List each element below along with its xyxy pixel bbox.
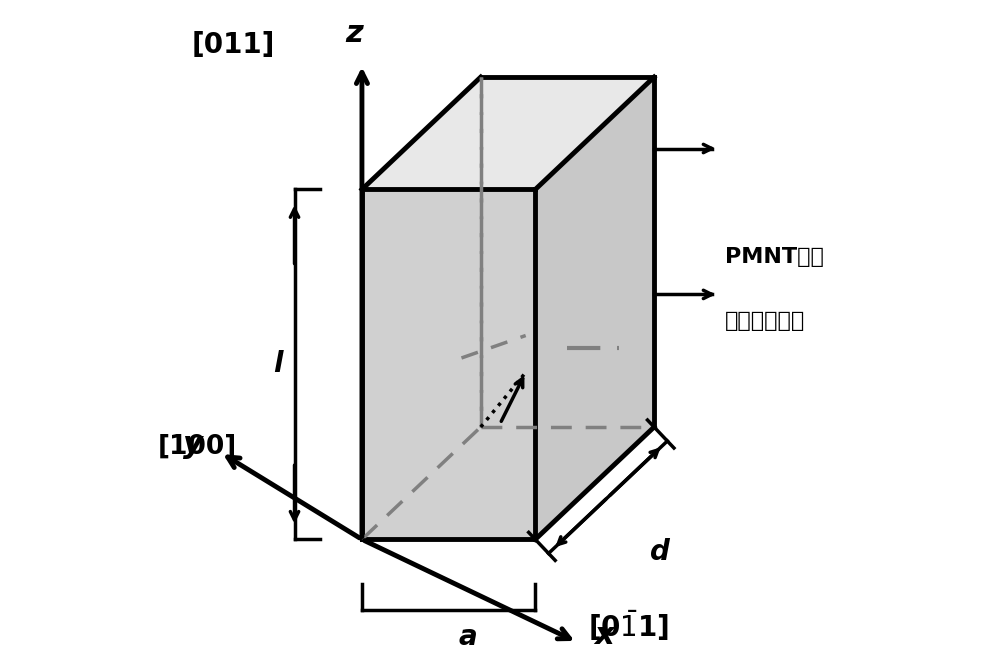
Text: $\bfit{z}$: $\bfit{z}$ bbox=[345, 19, 366, 48]
Text: [0$\bar{1}$1]: [0$\bar{1}$1] bbox=[588, 608, 669, 643]
Text: $\bfit{l}$: $\bfit{l}$ bbox=[273, 350, 284, 379]
Text: $\bfit{a}$: $\bfit{a}$ bbox=[458, 623, 477, 651]
Polygon shape bbox=[362, 77, 654, 189]
Text: 高分子聚合物: 高分子聚合物 bbox=[725, 311, 805, 331]
Text: $\bfit{d}$: $\bfit{d}$ bbox=[649, 538, 671, 566]
Text: $\bfit{y}$: $\bfit{y}$ bbox=[182, 432, 205, 460]
Text: $\bfit{x}$: $\bfit{x}$ bbox=[593, 621, 617, 650]
Polygon shape bbox=[362, 189, 535, 539]
Polygon shape bbox=[535, 77, 654, 539]
Text: [100]: [100] bbox=[157, 433, 237, 459]
Text: PMNT单晶: PMNT单晶 bbox=[725, 247, 824, 267]
Text: [011]: [011] bbox=[192, 31, 275, 59]
